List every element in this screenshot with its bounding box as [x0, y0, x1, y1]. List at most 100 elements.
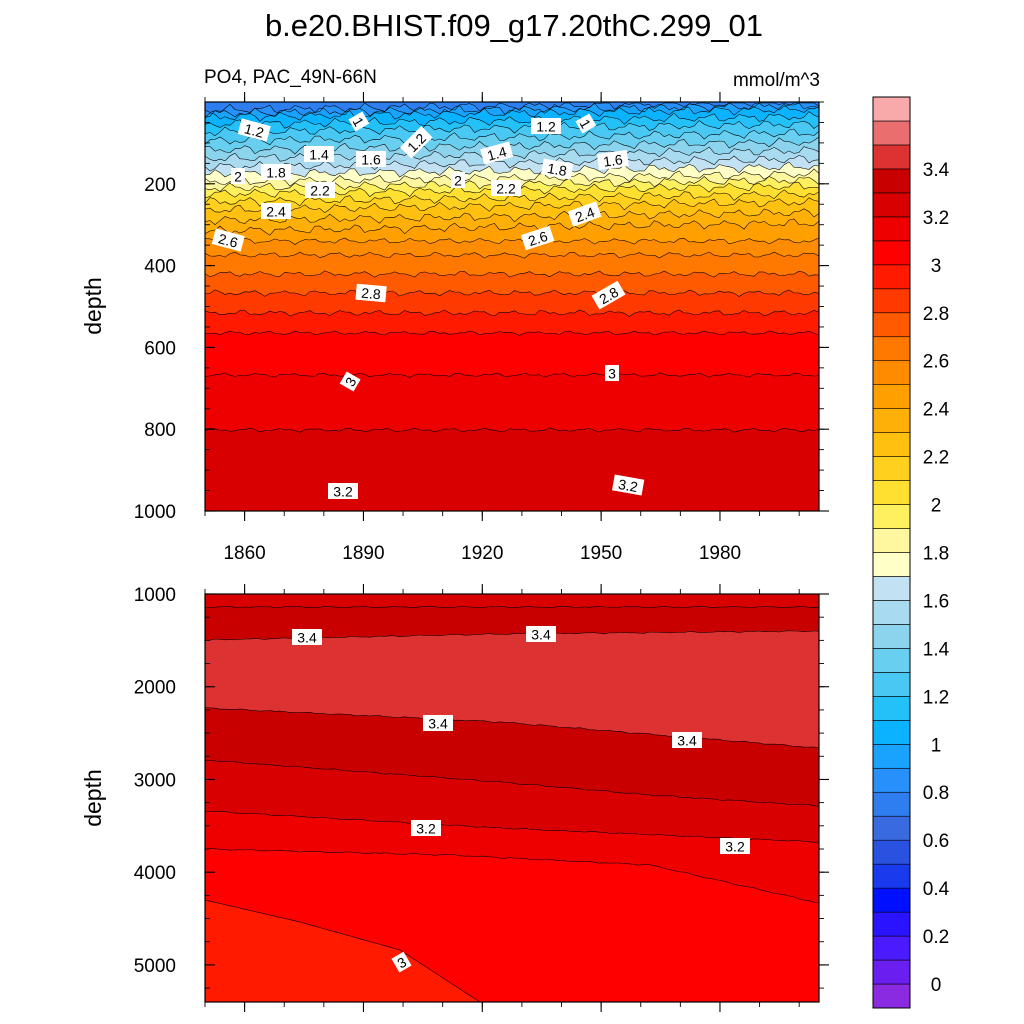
contour-line [204, 289, 820, 297]
contour-label: 2.2 [305, 182, 335, 199]
contour-label-box [720, 838, 750, 854]
contour-label-box [451, 172, 465, 188]
upper-y-ticks: 200 400 600 800 1000 [134, 101, 829, 523]
contour-band [205, 102, 819, 113]
colorbar-swatch [872, 624, 911, 649]
contour-line [204, 899, 481, 1003]
contour-label: 1 [575, 113, 597, 134]
contour-label-text: 2.2 [496, 181, 516, 197]
contour-label-box [411, 820, 441, 836]
y-tick-label: 2000 [134, 678, 176, 699]
colorbar-swatch [872, 648, 911, 673]
contour-band [204, 372, 820, 433]
colorbar-label: 0.2 [923, 927, 949, 948]
colorbar-swatch [872, 144, 911, 170]
contour-label: 2.4 [567, 201, 602, 227]
contour-label-box [526, 626, 556, 642]
contour-label-text: 2 [234, 169, 242, 185]
contour-label-text: 2.6 [217, 230, 240, 251]
y-tick-label: 400 [144, 257, 176, 278]
x-tick-label: 1890 [342, 543, 384, 564]
colorbar-swatch [872, 863, 911, 889]
contour-label: 3.2 [411, 820, 441, 837]
colorbar-label: 0.8 [923, 783, 949, 804]
colorbar-swatch [872, 600, 911, 625]
colorbar-swatch [872, 743, 911, 769]
colorbar-swatch [872, 336, 911, 362]
contour-line [204, 759, 820, 807]
upper-contour-labels: 1.2 11.21.4 1.61.2 11.41.81.62 1.82.22 2.22.4… [211, 111, 645, 500]
colorbar-label: 1.6 [923, 591, 949, 612]
colorbar-label: 2.2 [923, 448, 949, 469]
contour-line [204, 270, 820, 278]
contour-label: 3.2 [328, 483, 358, 500]
contour-label: 2 [231, 168, 245, 185]
colorbar-swatch [872, 696, 911, 721]
colorbar-swatch [872, 288, 911, 314]
contour-label-box [237, 118, 271, 142]
y-tick-label: 1000 [134, 585, 176, 606]
upper-contour-fill [204, 102, 820, 512]
contour-label-box [261, 164, 291, 180]
colorbar-swatch [872, 312, 911, 338]
colorbar-label: 3.4 [923, 160, 950, 181]
colorbar-swatch [872, 96, 911, 122]
y-tick-label: 5000 [134, 956, 176, 977]
contour-label-box [423, 715, 453, 731]
colorbar-swatch [872, 240, 911, 266]
contour-label-box [339, 371, 361, 392]
contour-label-box [491, 180, 521, 196]
colorbar-swatch [872, 360, 911, 385]
colorbar-swatch [872, 959, 911, 985]
contour-label-box [211, 228, 245, 252]
contour-line [204, 707, 820, 749]
contour-label: 3 [605, 365, 619, 382]
contour-line [204, 218, 820, 236]
upper-contour-lines [204, 102, 820, 433]
contour-label-text: 3.4 [677, 733, 697, 749]
contour-label: 2.2 [491, 180, 521, 197]
contour-label-box [292, 629, 322, 645]
colorbar-swatch [872, 791, 911, 817]
colorbar-label: 1.8 [923, 544, 949, 565]
contour-label-box [591, 280, 626, 310]
colorbar-label: 2.6 [923, 352, 949, 373]
y-tick-label: 200 [144, 175, 176, 196]
contour-band [205, 900, 480, 1002]
lower-plot-frame [204, 593, 820, 1003]
contour-band [204, 330, 820, 378]
colorbar-swatch [872, 480, 911, 505]
contour-line [204, 372, 820, 378]
contour-label: 2.4 [261, 203, 291, 220]
contour-line [204, 208, 820, 225]
colorbar-label: 3.2 [923, 208, 949, 229]
contour-line [204, 427, 820, 433]
contour-label-box [348, 111, 370, 132]
lower-contour-lines [204, 605, 820, 1003]
colorbar-swatch [872, 815, 911, 841]
contour-band [205, 594, 819, 607]
colorbar-label: 2.8 [923, 304, 949, 325]
upper-x-ticks: 1860 1890 1920 1950 1980 [204, 92, 800, 564]
colorbar-label: 0.4 [923, 879, 950, 900]
colorbar-swatch [872, 839, 911, 865]
contour-label-box [391, 951, 412, 973]
colorbar-swatch [872, 456, 911, 481]
contour-line [204, 128, 820, 146]
colorbar-swatch [872, 408, 911, 433]
contour-label-box [612, 474, 645, 496]
colorbar-swatch [872, 720, 911, 745]
colorbar-swatch [872, 264, 911, 290]
contour-band [204, 427, 820, 512]
contour-label-box [596, 149, 629, 171]
contour-line [204, 120, 820, 137]
lower-x-ticks [204, 584, 800, 1012]
contour-label: 2.8 [355, 283, 387, 302]
x-tick-label: 1860 [223, 543, 265, 564]
contour-label: 3.2 [720, 838, 750, 855]
contour-label-text: 3 [608, 366, 616, 382]
contour-label: 1.6 [356, 151, 386, 168]
contour-label-text: 1.6 [602, 151, 624, 170]
